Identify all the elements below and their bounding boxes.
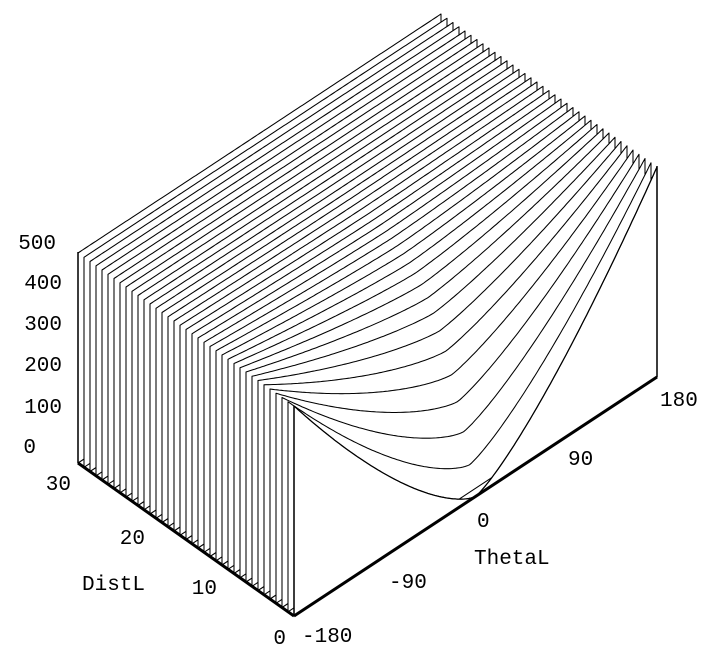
surface-wireframe <box>77 13 658 617</box>
distl-tick-20: 20 <box>120 528 145 551</box>
z-tick-400: 400 <box>24 273 62 296</box>
distl-axis-title: DistL <box>82 574 145 597</box>
thetal-tick-180: 180 <box>660 390 698 413</box>
distl-axis-line <box>77 461 295 618</box>
z-tick-100: 100 <box>24 397 62 420</box>
z-tick-0: 0 <box>23 437 36 460</box>
z-tick-300: 300 <box>24 314 62 337</box>
thetal-tick-neg180: -180 <box>302 626 352 648</box>
thetal-tick-90: 90 <box>568 449 593 472</box>
thetal-axis-line <box>293 375 658 618</box>
z-tick-500: 500 <box>18 233 56 256</box>
z-tick-200: 200 <box>24 355 62 378</box>
distl-tick-0: 0 <box>273 628 286 648</box>
thetal-tick-neg90: -90 <box>389 572 427 595</box>
distl-tick-10: 10 <box>192 578 217 601</box>
thetal-tick-0: 0 <box>477 511 490 534</box>
distl-tick-30: 30 <box>46 474 71 497</box>
thetal-axis-title: ThetaL <box>474 548 550 571</box>
